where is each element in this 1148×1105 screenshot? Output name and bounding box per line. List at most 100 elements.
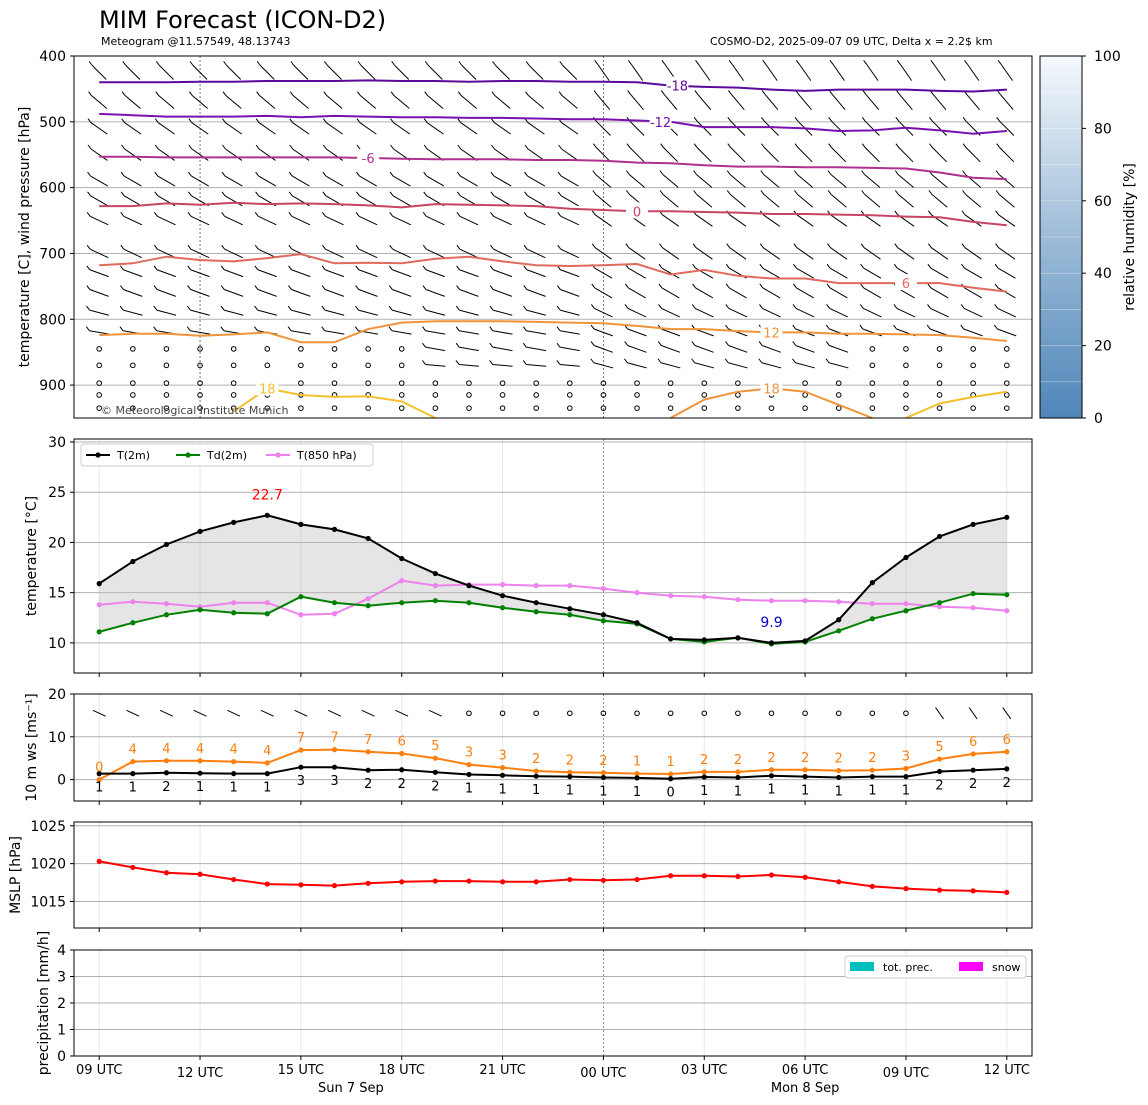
calm-wind-circle [197, 346, 203, 352]
wind-barb-flag [423, 191, 428, 197]
wind-barb-flag [828, 143, 833, 148]
wind-barb-flag [423, 144, 428, 150]
isotherm-label: 6 [902, 277, 910, 292]
wind-barb-icon [763, 193, 780, 208]
wind-barb-flag [557, 285, 561, 290]
y-tick-label: 400 [39, 49, 66, 65]
wind-barb-icon [526, 330, 547, 335]
calm-wind-circle [835, 380, 842, 386]
wind-barb-icon [593, 328, 613, 337]
wind-barb-flag [255, 191, 260, 197]
wind-barb-flag [389, 191, 394, 197]
wind-barb-flag [322, 244, 326, 250]
wind-barb-flag [254, 285, 259, 290]
wind-barb-flag [759, 283, 764, 289]
calm-wind-circle [869, 405, 876, 411]
calm-wind-circle [264, 405, 271, 411]
gust-point [668, 771, 674, 777]
t2m-point [399, 555, 405, 562]
wind-barb-flag [558, 91, 563, 96]
wind-barb-icon [796, 214, 814, 227]
wind-barb-icon [394, 65, 410, 80]
wind-barb-icon [697, 94, 712, 111]
calm-wind-circle [869, 362, 876, 369]
isotherm-label-bg [357, 149, 380, 166]
wind-barb-flag [927, 243, 932, 249]
wind-barb-icon [560, 289, 580, 297]
td2m-point [499, 605, 506, 611]
gust-point [331, 747, 338, 753]
wind-barb-icon [156, 289, 177, 297]
wind-speed-label: 1 [95, 781, 103, 796]
wind-barb-flag [221, 171, 226, 177]
wind-barb-icon [392, 215, 412, 226]
colorbar-tick-label: 80 [1094, 121, 1112, 137]
td2m-point [903, 608, 909, 614]
wind-barb-flag [895, 143, 900, 148]
wind-speed-point [331, 764, 338, 770]
wind-barb-flag [121, 118, 126, 123]
td2m-point [130, 620, 136, 626]
calm-wind-circle [499, 405, 506, 411]
wind-barb-icon [359, 122, 377, 135]
gust-label: 2 [532, 752, 540, 767]
wind-barb-icon [224, 289, 244, 297]
wind-barb-icon [326, 95, 343, 109]
wind-barb-icon [360, 65, 376, 80]
wind-barb-flag [962, 170, 966, 175]
wind-barb-flag [861, 190, 866, 195]
wind-barb-icon [392, 248, 412, 259]
wind-barb-flag [288, 212, 293, 217]
wind-barb-flag [626, 143, 631, 148]
wind-barb-flag [725, 341, 729, 346]
wind-barb-flag [522, 326, 527, 331]
wind-barb-flag [794, 190, 798, 195]
wind-barb-flag [188, 91, 193, 96]
location-subtitle: Meteogram @11.57549, 48.13743 [101, 35, 291, 48]
t2m-point [668, 636, 674, 642]
calm-wind-circle [903, 380, 909, 386]
wind-barb-icon [899, 63, 913, 81]
wind-barb-icon [863, 308, 882, 318]
t2m-point [600, 612, 607, 618]
td2m-point [399, 600, 405, 606]
wind-barb-icon [696, 193, 713, 208]
wind-barb-icon [425, 346, 446, 352]
mslp-point [499, 879, 506, 885]
wind-barb-flag [491, 91, 496, 96]
legend-marker [95, 452, 101, 458]
wind-barb-icon [695, 247, 713, 260]
wind-barb-flag [795, 59, 800, 65]
wind-barb-icon [126, 709, 140, 717]
wind-barb-icon [124, 95, 141, 109]
wind-barb-icon [156, 309, 177, 316]
wind-barb-flag [422, 305, 427, 311]
wind-barb-flag [355, 244, 360, 250]
wind-barb-flag [221, 191, 226, 197]
colorbar-tick-label: 20 [1094, 339, 1112, 355]
wind-barb-flag [591, 243, 596, 249]
calm-wind-circle [331, 405, 338, 411]
wind-barb-flag [457, 144, 462, 150]
calm-wind-circle [701, 392, 708, 398]
y-tick-label: 1025 [30, 819, 66, 835]
td2m-point [298, 594, 304, 600]
wind-barb-icon [998, 247, 1016, 260]
wind-barb-icon [963, 328, 983, 337]
calm-wind-circle [130, 380, 136, 386]
wind-barb-flag [390, 91, 395, 96]
wind-barb-flag [223, 61, 227, 66]
wind-barb-icon [899, 94, 913, 111]
wind-barb-flag [793, 263, 797, 269]
calm-wind-circle [1003, 380, 1010, 386]
wind-barb-flag [154, 171, 159, 177]
wind-barb-icon [594, 214, 612, 227]
wind-barb-icon [762, 287, 781, 299]
wind-barb-icon [291, 309, 311, 316]
wind-barb-flag [590, 341, 595, 346]
wind-barb-icon [560, 195, 579, 207]
wind-barb-flag [87, 118, 92, 123]
wind-barb-icon [291, 215, 311, 226]
t2m-point [365, 535, 371, 542]
